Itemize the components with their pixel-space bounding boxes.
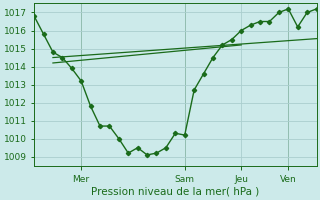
X-axis label: Pression niveau de la mer( hPa ): Pression niveau de la mer( hPa ): [91, 187, 260, 197]
